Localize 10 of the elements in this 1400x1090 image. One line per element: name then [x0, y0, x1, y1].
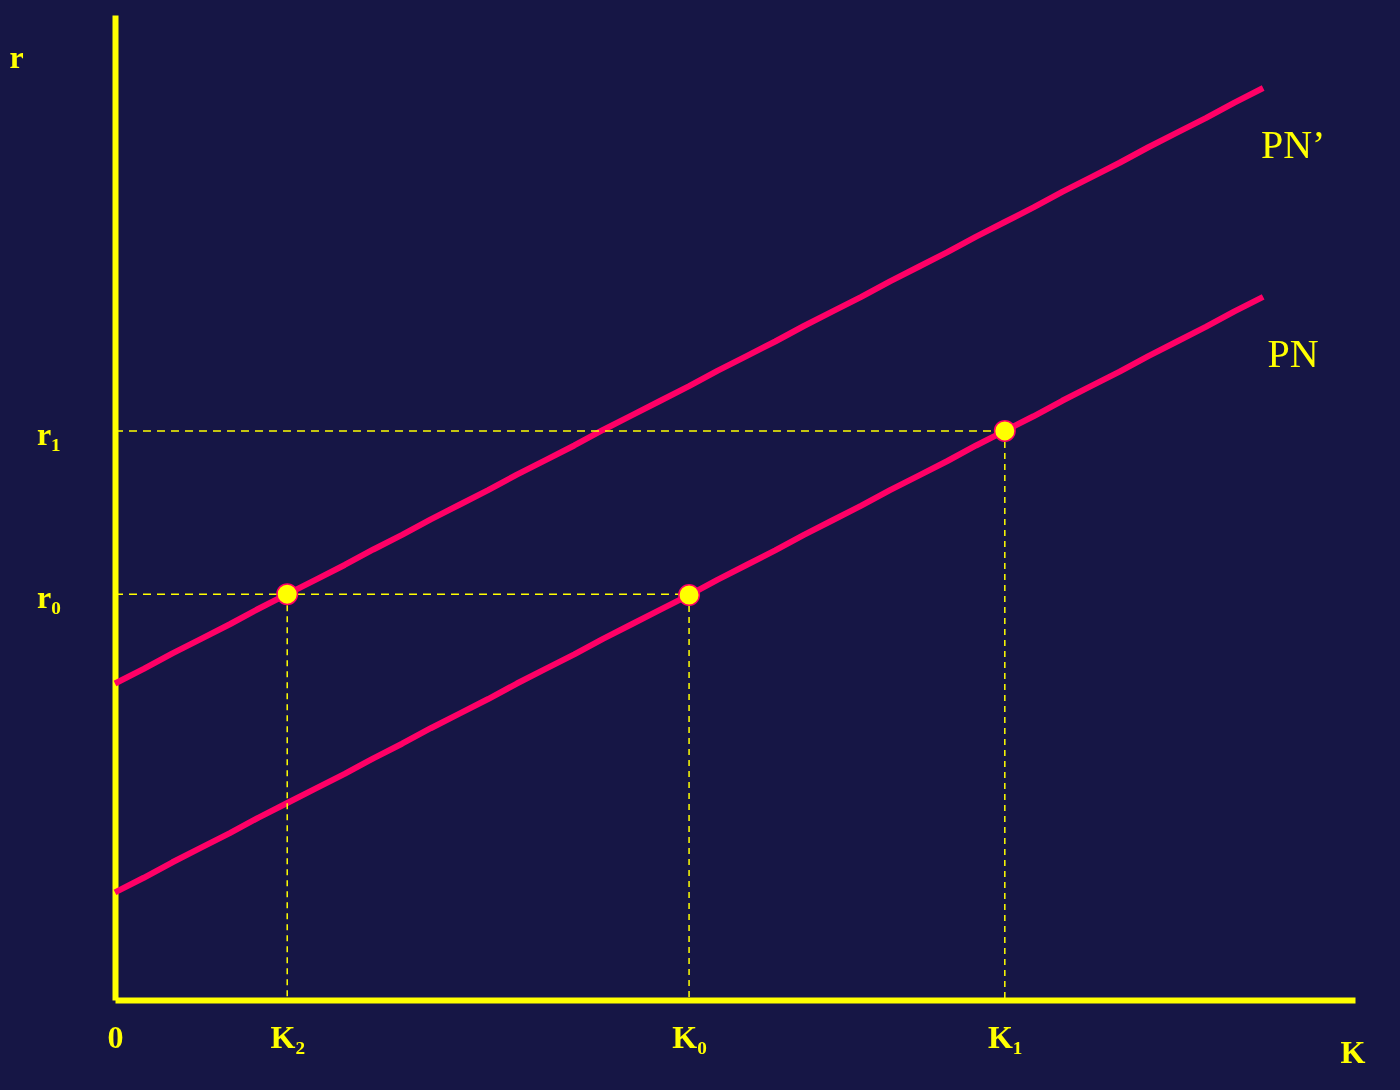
ref-line-label: r₁ [37, 415, 61, 452]
x-tick-label: K₂ [270, 1018, 305, 1055]
series-label: PN [1267, 330, 1319, 376]
x-tick-label: 0 [107, 1018, 124, 1055]
series-label: PN’ [1260, 121, 1326, 167]
ref-line-label: r₀ [37, 579, 61, 616]
y-axis-title: r [9, 38, 24, 75]
x-tick-label: K₁ [988, 1018, 1023, 1055]
x-axis-title: K [1340, 1033, 1366, 1070]
x-tick-label: K₀ [672, 1018, 707, 1055]
